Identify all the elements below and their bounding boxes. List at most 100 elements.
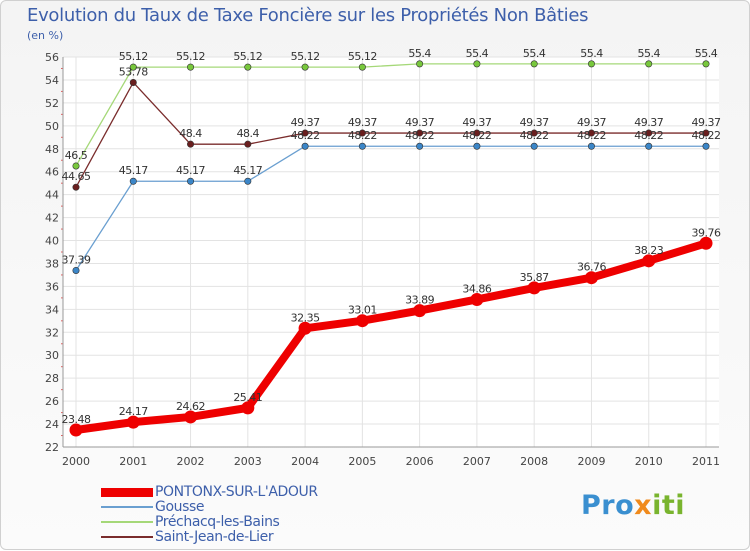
data-label: 45.17: [119, 164, 148, 177]
legend-label: Gousse: [155, 499, 205, 515]
data-label: 55.4: [523, 47, 546, 60]
legend-swatch: [101, 521, 153, 523]
y-tick-label: 52: [45, 97, 59, 110]
series-line-2: [75, 145, 707, 272]
data-label: 48.22: [348, 129, 377, 142]
data-label: 49.37: [692, 116, 721, 129]
data-label: 45.17: [176, 164, 205, 177]
data-point: [129, 177, 137, 185]
data-point: [301, 63, 309, 71]
data-point: [645, 60, 653, 68]
data-point: [244, 140, 252, 148]
legend-label: Saint-Jean-de-Lier: [155, 529, 274, 545]
data-point: [244, 63, 252, 71]
y-tick-label: 38: [45, 257, 59, 270]
data-point: [587, 142, 595, 150]
data-label: 25.41: [233, 391, 262, 404]
data-point: [416, 60, 424, 68]
data-label: 49.37: [520, 116, 549, 129]
data-point: [584, 271, 598, 285]
data-label: 46.5: [65, 149, 88, 162]
data-label: 37.39: [62, 253, 91, 266]
data-label: 55.12: [291, 50, 320, 63]
legend-swatch: [101, 536, 153, 538]
data-point: [413, 304, 427, 318]
data-label: 48.22: [462, 129, 491, 142]
data-label: 55.12: [348, 50, 377, 63]
y-tick-label: 44: [45, 189, 59, 202]
data-label: 48.22: [577, 129, 606, 142]
y-tick-label: 48: [45, 143, 59, 156]
data-label: 55.12: [233, 50, 262, 63]
data-point: [473, 142, 481, 150]
data-label: 49.37: [634, 116, 663, 129]
data-label: 49.37: [405, 116, 434, 129]
data-label: 55.4: [695, 47, 718, 60]
x-tick-label: 2005: [348, 455, 376, 468]
y-tick-label: 30: [45, 349, 59, 362]
x-tick-label: 2003: [234, 455, 262, 468]
data-label: 55.4: [637, 47, 660, 60]
data-point: [241, 401, 255, 415]
data-label: 49.37: [291, 116, 320, 129]
data-label: 55.12: [119, 50, 148, 63]
series-line-4: [75, 81, 707, 188]
x-tick-label: 2002: [177, 455, 205, 468]
data-label: 55.4: [408, 47, 431, 60]
y-tick-label: 32: [45, 326, 59, 339]
data-point: [527, 281, 541, 295]
data-point: [129, 63, 137, 71]
data-point: [69, 423, 83, 437]
data-label: 33.89: [405, 294, 434, 307]
data-point: [129, 78, 137, 86]
x-tick-label: 2007: [463, 455, 491, 468]
plot-area: [63, 57, 719, 447]
data-label: 55.12: [176, 50, 205, 63]
data-point: [72, 162, 80, 170]
data-point: [645, 142, 653, 150]
data-label: 48.22: [692, 129, 721, 142]
chart-title: Evolution du Taux de Taxe Foncière sur l…: [27, 5, 589, 26]
x-tick-label: 2001: [119, 455, 147, 468]
data-point: [702, 60, 710, 68]
data-point: [358, 142, 366, 150]
data-label: 48.22: [405, 129, 434, 142]
series-line-3: [75, 63, 707, 167]
x-tick-label: 2008: [520, 455, 548, 468]
y-tick-label: 46: [45, 166, 59, 179]
data-point: [72, 183, 80, 191]
data-label: 48.4: [179, 127, 202, 140]
y-tick-label: 36: [45, 280, 59, 293]
data-label: 24.62: [176, 400, 205, 413]
data-point: [358, 129, 366, 137]
data-point: [72, 266, 80, 274]
data-point: [473, 129, 481, 137]
data-label: 48.22: [634, 129, 663, 142]
data-point: [187, 63, 195, 71]
data-point: [355, 314, 369, 328]
data-point: [416, 142, 424, 150]
data-point: [702, 142, 710, 150]
data-point: [244, 177, 252, 185]
data-label: 24.17: [119, 405, 148, 418]
y-tick-label: 54: [45, 74, 59, 87]
data-point: [470, 292, 484, 306]
data-label: 39.76: [692, 226, 721, 239]
data-point: [187, 140, 195, 148]
y-tick-label: 26: [45, 395, 59, 408]
data-label: 48.22: [520, 129, 549, 142]
x-tick-label: 2004: [291, 455, 319, 468]
data-point: [530, 129, 538, 137]
data-label: 45.17: [233, 164, 262, 177]
data-point: [645, 129, 653, 137]
data-label: 49.37: [577, 116, 606, 129]
data-point: [702, 129, 710, 137]
x-tick-label: 2011: [692, 455, 720, 468]
series-line-1: [72, 239, 710, 435]
y-tick-label: 42: [45, 212, 59, 225]
data-point: [416, 129, 424, 137]
data-label: 49.37: [348, 116, 377, 129]
data-label: 48.4: [237, 127, 260, 140]
y-axis-unit: (en %): [27, 29, 64, 42]
